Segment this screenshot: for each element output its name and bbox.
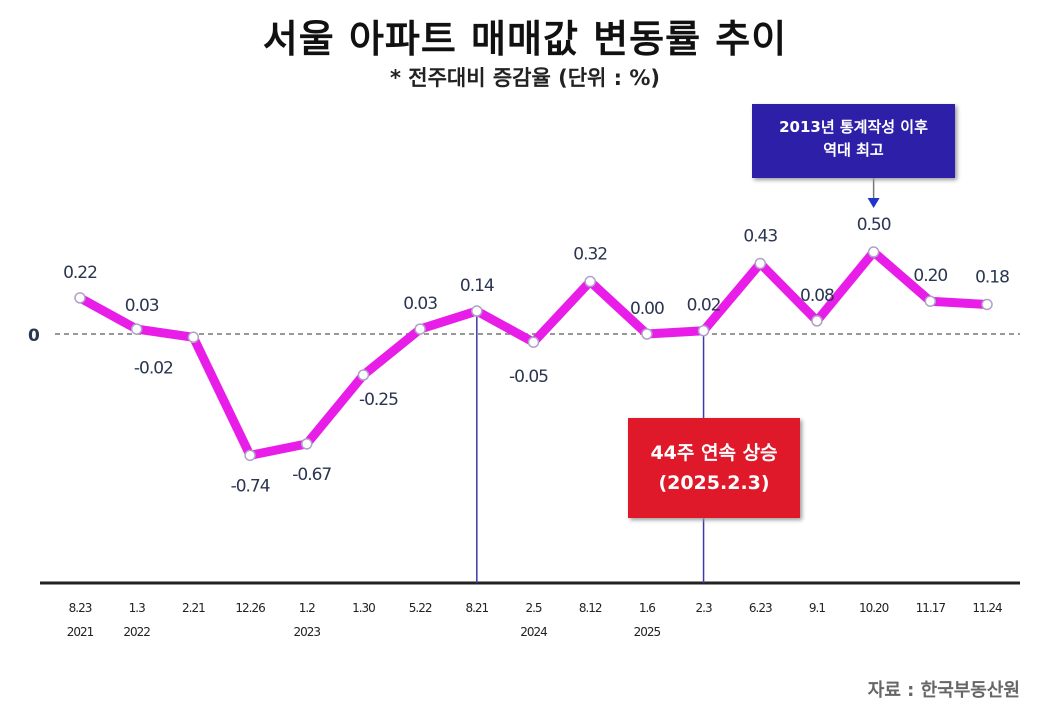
data-point (981, 298, 993, 311)
data-point (811, 315, 823, 327)
data-label: 0.18 (975, 267, 1009, 287)
x-tick-label: 8.23 (69, 601, 92, 615)
data-label: -0.05 (509, 367, 548, 387)
x-tick-label: 1.30 (352, 601, 375, 615)
x-tick-year-label: 2021 (67, 625, 94, 639)
data-label: 0.14 (460, 276, 494, 296)
x-tick-label: 1.2 (299, 601, 315, 615)
x-tick-label: 2.5 (525, 601, 541, 615)
x-tick-label: 12.26 (235, 601, 265, 615)
x-tick-label: 8.21 (465, 601, 488, 615)
x-tick-year-label: 2024 (520, 625, 547, 639)
data-label: 0.43 (743, 226, 777, 246)
data-label: 0.00 (630, 299, 664, 319)
data-point (130, 323, 143, 335)
data-label: -0.25 (359, 390, 398, 410)
zero-label: 0 (28, 326, 40, 346)
data-point (754, 257, 766, 270)
data-point (301, 438, 313, 450)
record-line1: 2013년 통계작성 이후 (779, 118, 928, 136)
data-label: 0.22 (63, 263, 97, 283)
chart-subtitle: * 전주대비 증감율 (단위 : %) (389, 66, 661, 90)
data-label: -0.67 (292, 465, 331, 485)
x-tick-year-label: 2025 (634, 625, 661, 639)
data-label: 0.03 (125, 296, 159, 316)
source-note: 자료 : 한국부동산원 (867, 680, 1020, 701)
chart-title: 서울 아파트 매매값 변동률 추이 (262, 17, 788, 61)
data-point (187, 331, 200, 344)
data-point (74, 292, 86, 304)
data-label: 0.03 (403, 294, 437, 314)
data-point (244, 449, 256, 462)
x-tick-label: 2.21 (182, 601, 205, 615)
x-tick-label: 5.22 (409, 601, 432, 615)
data-label: 0.50 (857, 215, 891, 235)
data-label: -0.74 (231, 476, 270, 496)
series-line (75, 247, 992, 460)
data-point (584, 275, 596, 288)
x-tick-year-label: 2022 (123, 625, 150, 639)
streak-line2: (2025.2.3) (658, 472, 770, 494)
x-tick-label: 11.24 (972, 601, 1002, 615)
data-point (527, 336, 540, 348)
data-point (414, 323, 426, 335)
data-point (924, 295, 937, 307)
x-tick-label: 2.3 (696, 601, 712, 615)
x-tick-label: 6.23 (749, 601, 772, 615)
data-label: -0.02 (134, 358, 173, 378)
data-label: 0.08 (800, 286, 834, 306)
x-tick-label: 9.1 (809, 601, 825, 615)
record-line2: 역대 최고 (823, 141, 884, 159)
x-tick-label: 1.6 (639, 601, 655, 615)
data-label: 0.32 (573, 245, 607, 265)
x-tick-label: 8.12 (579, 601, 602, 615)
record-arrow-head (867, 198, 880, 208)
data-point (641, 328, 653, 340)
data-point (867, 246, 880, 258)
x-tick-label: 1.3 (129, 601, 145, 615)
data-point (697, 324, 710, 337)
data-point (357, 369, 370, 381)
x-tick-label: 11.17 (916, 601, 946, 615)
x-tick-year-label: 2023 (293, 625, 320, 639)
data-label: 0.20 (913, 266, 947, 286)
data-label: 0.02 (687, 296, 721, 316)
streak-annotation: 44주 연속 상승 (2025.2.3) (628, 418, 800, 518)
data-point (471, 305, 483, 317)
x-tick-label: 10.20 (859, 601, 889, 615)
streak-line1: 44주 연속 상승 (650, 442, 778, 464)
record-high-annotation: 2013년 통계작성 이후 역대 최고 (752, 104, 955, 178)
